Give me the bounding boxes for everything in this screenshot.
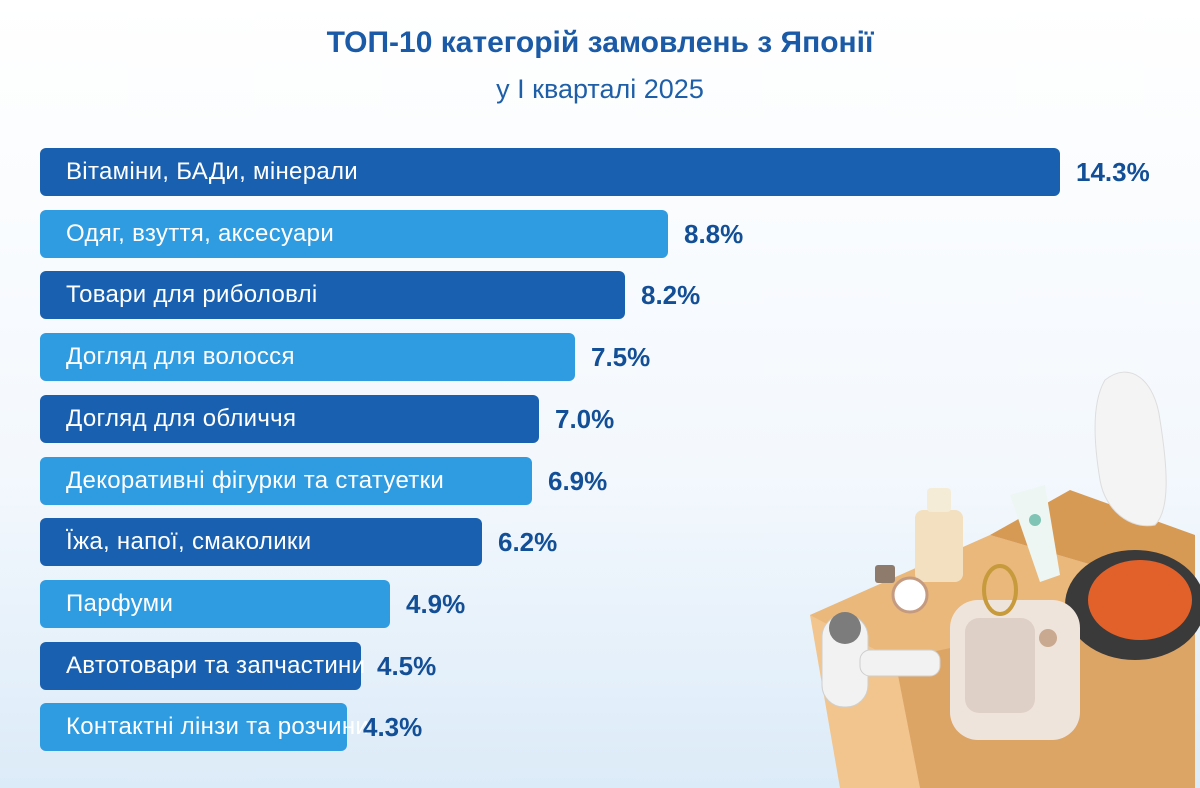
bar-value-label: 8.2% — [641, 279, 701, 310]
bar-7: Їжа, напої, смаколики — [40, 518, 482, 566]
bar-value-label: 6.2% — [498, 526, 558, 557]
bar-value-label: 4.5% — [377, 650, 437, 681]
bar-10: Контактні лінзи та розчини — [40, 703, 369, 751]
bar-value-label: 4.3% — [363, 711, 423, 742]
bar-5: Догляд для обличчя — [40, 395, 539, 443]
bar-category-label: Парфуми — [66, 590, 174, 617]
bar-value-label: 7.5% — [591, 341, 651, 372]
chart-subtitle: у І кварталі 2025 — [496, 74, 704, 104]
bar-1: Вітаміни, БАДи, мінерали — [40, 148, 1060, 196]
japan-goods-box-illustration — [810, 371, 1200, 788]
chart-title: ТОП-10 категорій замовлень з Японії — [326, 26, 874, 59]
bar-4: Догляд для волосся — [40, 333, 575, 381]
bar-value-label: 7.0% — [555, 403, 615, 434]
bar-value-label: 8.8% — [684, 218, 744, 249]
bar-value-label: 6.9% — [548, 465, 608, 496]
bar-category-label: Контактні лінзи та розчини — [66, 713, 370, 740]
bar-category-label: Одяг, взуття, аксесуари — [66, 220, 335, 247]
bar-category-label: Догляд для волосся — [66, 343, 295, 370]
bar-2: Одяг, взуття, аксесуари — [40, 210, 668, 258]
bar-category-label: Їжа, напої, смаколики — [66, 528, 312, 555]
bar-category-label: Товари для риболовлі — [66, 281, 318, 308]
bar-category-label: Догляд для обличчя — [66, 405, 297, 432]
bar-9: Автотовари та запчастини — [40, 642, 365, 690]
bar-3: Товари для риболовлі — [40, 271, 625, 319]
bar-value-label: 14.3% — [1076, 156, 1150, 187]
bar-8: Парфуми — [40, 580, 390, 628]
bar-value-label: 4.9% — [406, 588, 466, 619]
bar-category-label: Декоративні фігурки та статуетки — [66, 467, 445, 494]
bar-6: Декоративні фігурки та статуетки — [40, 457, 532, 505]
bar-category-label: Вітаміни, БАДи, мінерали — [66, 158, 359, 185]
bar-category-label: Автотовари та запчастини — [66, 652, 366, 679]
